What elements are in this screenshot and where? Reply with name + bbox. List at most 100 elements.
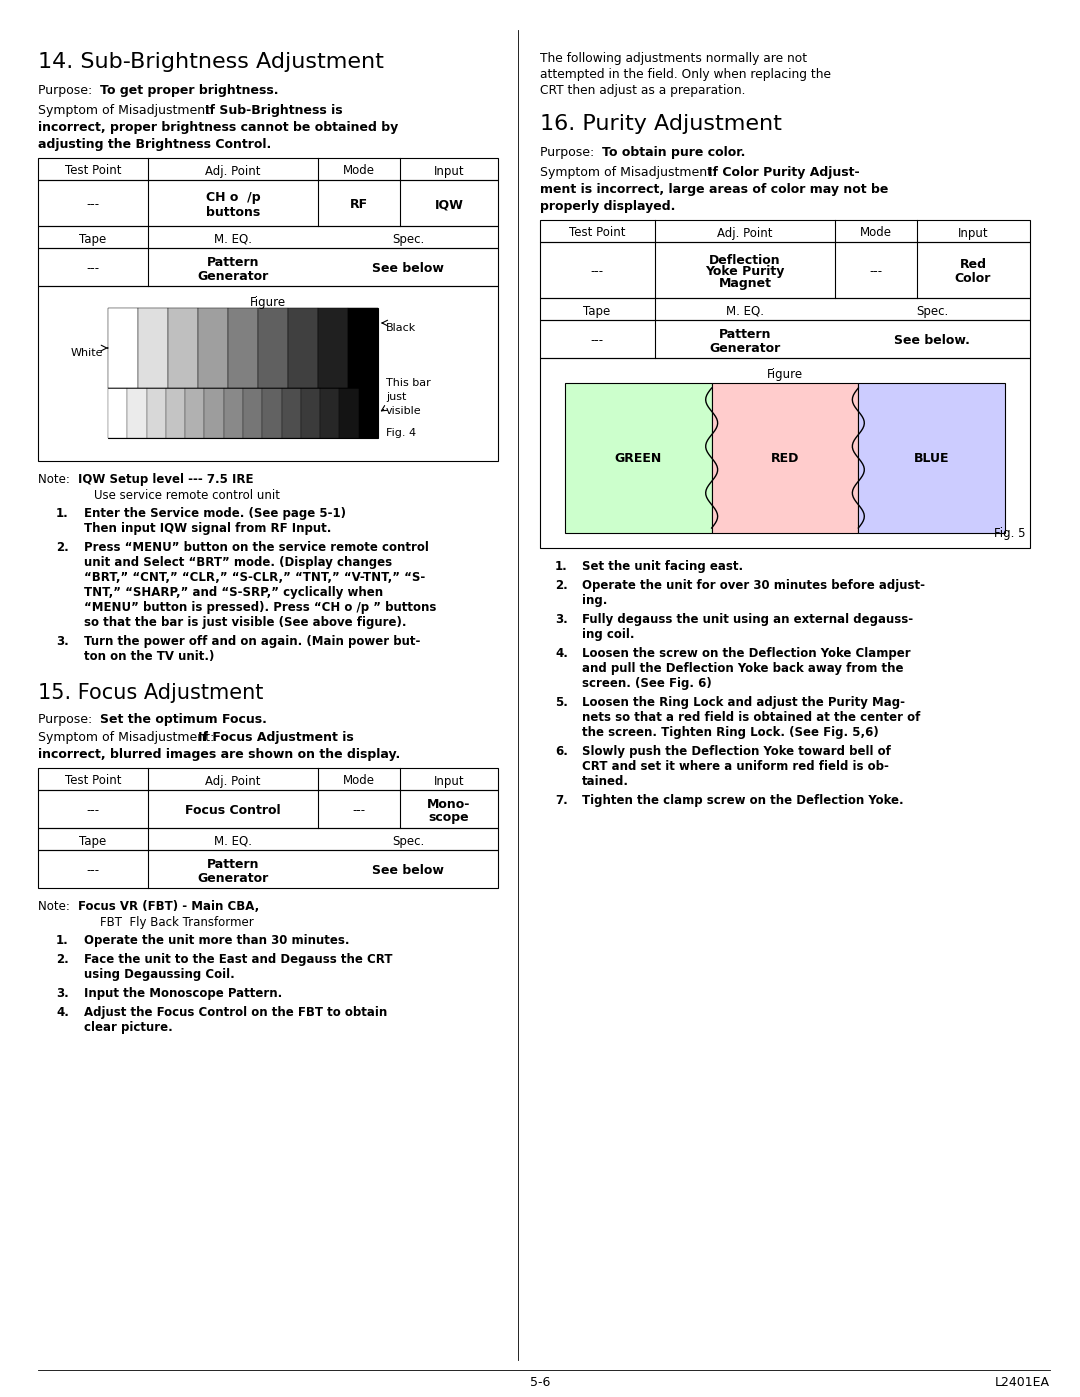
Bar — [38, 180, 498, 226]
Text: Magnet: Magnet — [718, 278, 771, 291]
Text: If Color Purity Adjust-: If Color Purity Adjust- — [708, 166, 860, 179]
Text: the screen. Tighten Ring Lock. (See Fig. 5,6): the screen. Tighten Ring Lock. (See Fig.… — [582, 726, 879, 739]
Text: 6.: 6. — [555, 745, 568, 759]
Text: This bar: This bar — [386, 379, 431, 388]
Text: Purpose:: Purpose: — [38, 84, 100, 96]
Text: Focus Control: Focus Control — [185, 805, 281, 817]
Text: ---: --- — [86, 865, 99, 877]
Text: so that the bar is just visible (See above figure).: so that the bar is just visible (See abo… — [84, 616, 406, 629]
Text: Adj. Point: Adj. Point — [205, 774, 260, 788]
Text: Input: Input — [434, 165, 464, 177]
Text: Test Point: Test Point — [65, 165, 121, 177]
Text: 4.: 4. — [56, 1006, 69, 1018]
Text: Spec.: Spec. — [392, 834, 424, 848]
Text: Symptom of Misadjustment:: Symptom of Misadjustment: — [540, 166, 728, 179]
Text: Black: Black — [386, 323, 416, 332]
Text: Pattern: Pattern — [206, 256, 259, 268]
Text: 1.: 1. — [56, 507, 69, 520]
Text: 3.: 3. — [56, 988, 69, 1000]
Bar — [540, 298, 1030, 320]
Text: Adjust the Focus Control on the FBT to obtain: Adjust the Focus Control on the FBT to o… — [84, 1006, 388, 1018]
Bar — [318, 307, 348, 388]
Bar — [565, 383, 712, 534]
Bar — [127, 388, 147, 439]
Text: buttons: buttons — [206, 205, 260, 218]
Text: ment is incorrect, large areas of color may not be: ment is incorrect, large areas of color … — [540, 183, 889, 196]
Text: visible: visible — [386, 407, 421, 416]
Text: Deflection: Deflection — [710, 253, 781, 267]
Text: IQW: IQW — [434, 198, 463, 211]
Text: M. EQ.: M. EQ. — [214, 232, 252, 246]
Text: Mode: Mode — [343, 165, 375, 177]
Text: Adj. Point: Adj. Point — [205, 165, 260, 177]
Bar — [168, 307, 198, 388]
Bar — [198, 307, 228, 388]
Text: Spec.: Spec. — [392, 232, 424, 246]
Text: Input: Input — [958, 226, 988, 239]
Text: 2.: 2. — [555, 578, 568, 592]
Bar — [282, 388, 301, 439]
Text: Test Point: Test Point — [65, 774, 121, 788]
Text: To obtain pure color.: To obtain pure color. — [602, 147, 745, 159]
Bar — [147, 388, 166, 439]
Text: 7.: 7. — [555, 793, 568, 807]
Text: See below.: See below. — [894, 334, 970, 348]
Text: 15. Focus Adjustment: 15. Focus Adjustment — [38, 683, 264, 703]
Text: Adj. Point: Adj. Point — [717, 226, 773, 239]
Text: Then input IQW signal from RF Input.: Then input IQW signal from RF Input. — [84, 522, 332, 535]
Text: Generator: Generator — [198, 270, 269, 282]
Bar — [540, 219, 1030, 242]
Text: Press “MENU” button on the service remote control: Press “MENU” button on the service remot… — [84, 541, 429, 555]
Text: To get proper brightness.: To get proper brightness. — [100, 84, 279, 96]
Text: ing.: ing. — [582, 594, 607, 608]
Text: Test Point: Test Point — [569, 226, 625, 239]
Bar — [288, 307, 318, 388]
Bar — [320, 388, 339, 439]
Text: Fully degauss the unit using an external degauss-: Fully degauss the unit using an external… — [582, 613, 913, 626]
Text: Input: Input — [434, 774, 464, 788]
Text: properly displayed.: properly displayed. — [540, 200, 675, 212]
Bar — [301, 388, 320, 439]
Bar — [38, 789, 498, 828]
Text: ---: --- — [591, 265, 604, 278]
Bar — [859, 383, 1005, 534]
Text: Purpose:: Purpose: — [540, 147, 603, 159]
Text: ton on the TV unit.): ton on the TV unit.) — [84, 650, 214, 664]
Bar — [38, 158, 498, 180]
Bar — [228, 307, 258, 388]
Text: The following adjustments normally are not: The following adjustments normally are n… — [540, 52, 807, 66]
Text: Generator: Generator — [198, 872, 269, 884]
Text: White: White — [70, 348, 103, 358]
Bar — [540, 358, 1030, 548]
Text: unit and Select “BRT” mode. (Display changes: unit and Select “BRT” mode. (Display cha… — [84, 556, 392, 569]
Bar — [204, 388, 224, 439]
Text: M. EQ.: M. EQ. — [214, 834, 252, 848]
Text: Tighten the clamp screw on the Deflection Yoke.: Tighten the clamp screw on the Deflectio… — [582, 793, 904, 807]
Bar — [38, 768, 498, 789]
Text: Set the unit facing east.: Set the unit facing east. — [582, 560, 743, 573]
Text: GREEN: GREEN — [615, 451, 662, 464]
Bar — [243, 388, 262, 439]
Text: Use service remote control unit: Use service remote control unit — [94, 489, 280, 502]
Bar — [38, 226, 498, 249]
Text: 3.: 3. — [555, 613, 568, 626]
Text: “MENU” button is pressed). Press “CH o /p ” buttons: “MENU” button is pressed). Press “CH o /… — [84, 601, 436, 615]
Bar — [262, 388, 282, 439]
Text: IQW Setup level --- 7.5 IRE: IQW Setup level --- 7.5 IRE — [78, 474, 254, 486]
Text: clear picture.: clear picture. — [84, 1021, 173, 1034]
Text: Turn the power off and on again. (Main power but-: Turn the power off and on again. (Main p… — [84, 636, 420, 648]
Text: L2401EA: L2401EA — [995, 1376, 1050, 1389]
Text: Set the optimum Focus.: Set the optimum Focus. — [100, 712, 267, 726]
Text: ---: --- — [591, 334, 604, 348]
Bar — [108, 307, 138, 388]
Bar — [38, 249, 498, 286]
Bar — [348, 307, 378, 388]
Text: M. EQ.: M. EQ. — [726, 305, 764, 317]
Text: If Sub-Brightness is: If Sub-Brightness is — [205, 103, 342, 117]
Text: attempted in the field. Only when replacing the: attempted in the field. Only when replac… — [540, 68, 831, 81]
Text: 3.: 3. — [56, 636, 69, 648]
Text: Note:: Note: — [38, 474, 78, 486]
Bar — [359, 388, 378, 439]
Text: tained.: tained. — [582, 775, 629, 788]
Text: “BRT,” “CNT,” “CLR,” “S-CLR,” “TNT,” “V-TNT,” “S-: “BRT,” “CNT,” “CLR,” “S-CLR,” “TNT,” “V-… — [84, 571, 426, 584]
